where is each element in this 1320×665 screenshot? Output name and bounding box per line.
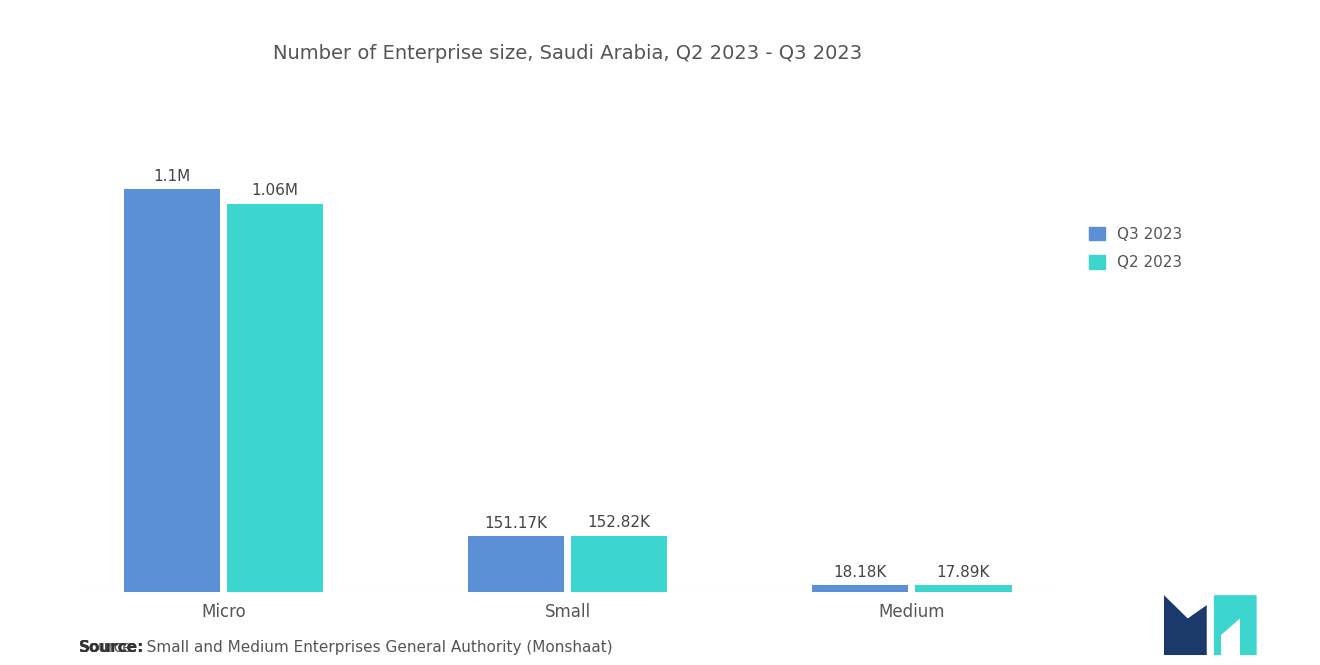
Text: 152.82K: 152.82K	[587, 515, 651, 531]
Bar	[812, 585, 908, 592]
Title: Number of Enterprise size, Saudi Arabia, Q2 2023 - Q3 2023: Number of Enterprise size, Saudi Arabia,…	[273, 44, 862, 63]
Text: 18.18K: 18.18K	[833, 565, 887, 580]
Text: Source:: Source:	[79, 640, 145, 655]
Polygon shape	[1164, 595, 1206, 655]
Text: 151.17K: 151.17K	[484, 516, 548, 531]
Legend: Q3 2023, Q2 2023: Q3 2023, Q2 2023	[1084, 220, 1188, 277]
Text: Source:  Small and Medium Enterprises General Authority (Monshaat): Source: Small and Medium Enterprises Gen…	[79, 640, 612, 655]
Text: 1.1M: 1.1M	[153, 168, 190, 184]
Bar	[227, 203, 323, 592]
Text: Source:: Source:	[79, 640, 145, 655]
Bar	[572, 536, 668, 592]
Polygon shape	[1214, 595, 1257, 655]
Bar	[467, 537, 564, 592]
Text: 1.06M: 1.06M	[252, 183, 298, 198]
Text: 17.89K: 17.89K	[937, 565, 990, 580]
Bar	[915, 585, 1011, 592]
Bar	[124, 189, 220, 592]
